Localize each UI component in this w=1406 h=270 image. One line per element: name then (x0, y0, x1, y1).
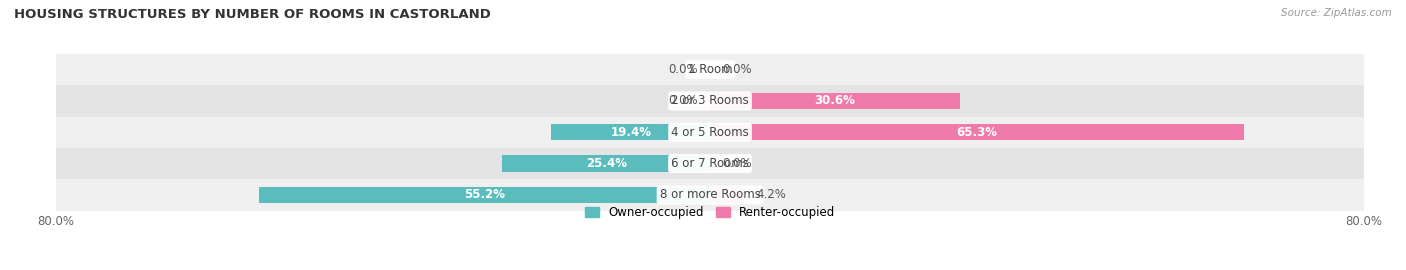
Bar (56, 148, 1364, 179)
Text: HOUSING STRUCTURES BY NUMBER OF ROOMS IN CASTORLAND: HOUSING STRUCTURES BY NUMBER OF ROOMS IN… (14, 8, 491, 21)
Bar (502, 156, 710, 172)
Text: 2 or 3 Rooms: 2 or 3 Rooms (671, 94, 749, 107)
Text: 19.4%: 19.4% (610, 126, 651, 139)
Bar (56, 85, 1364, 117)
Text: 65.3%: 65.3% (956, 126, 997, 139)
Text: 1 Room: 1 Room (688, 63, 733, 76)
Text: 55.2%: 55.2% (464, 188, 505, 201)
Text: 0.0%: 0.0% (668, 63, 697, 76)
Bar (710, 93, 960, 109)
Text: 4 or 5 Rooms: 4 or 5 Rooms (671, 126, 749, 139)
Bar (710, 187, 744, 203)
Text: 0.0%: 0.0% (723, 63, 752, 76)
Bar (56, 179, 1364, 211)
Text: 6 or 7 Rooms: 6 or 7 Rooms (671, 157, 749, 170)
Bar (551, 124, 710, 140)
Text: 30.6%: 30.6% (814, 94, 855, 107)
Bar (259, 187, 710, 203)
Legend: Owner-occupied, Renter-occupied: Owner-occupied, Renter-occupied (579, 201, 841, 224)
Text: 4.2%: 4.2% (756, 188, 786, 201)
Bar (56, 117, 1364, 148)
Text: 8 or more Rooms: 8 or more Rooms (659, 188, 761, 201)
Bar (710, 124, 1244, 140)
Bar (56, 54, 1364, 85)
Text: 0.0%: 0.0% (723, 157, 752, 170)
Text: 25.4%: 25.4% (586, 157, 627, 170)
Text: 0.0%: 0.0% (668, 94, 697, 107)
Text: Source: ZipAtlas.com: Source: ZipAtlas.com (1281, 8, 1392, 18)
